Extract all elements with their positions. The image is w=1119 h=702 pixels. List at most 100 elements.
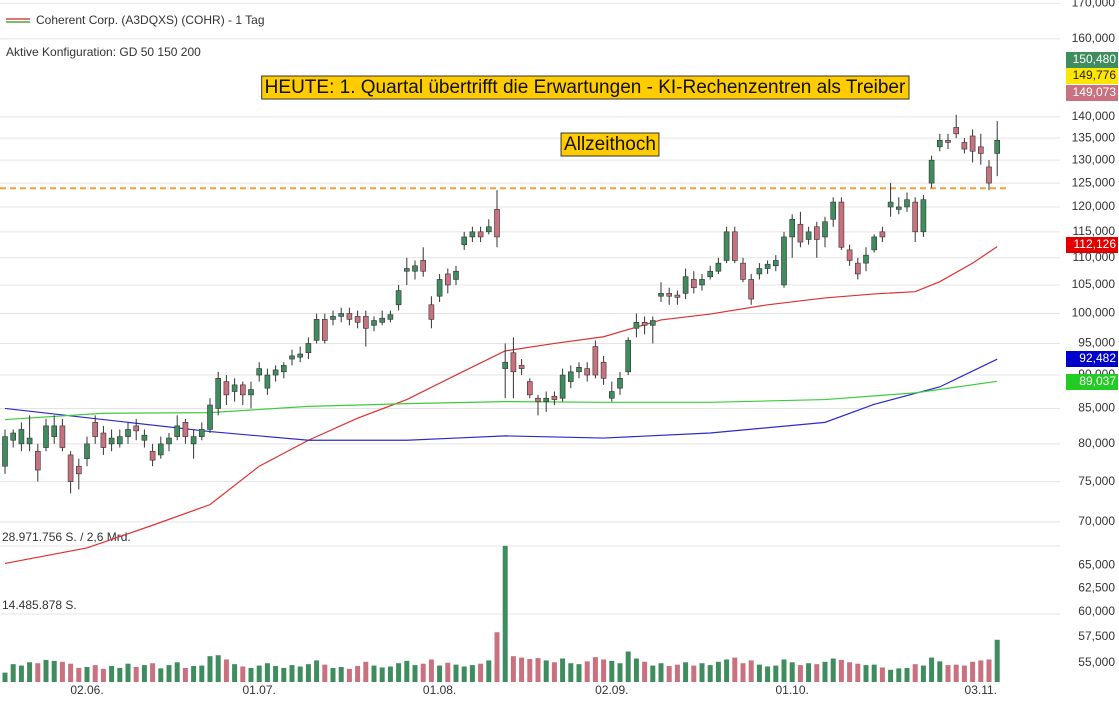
candle-body [584, 368, 591, 376]
volume-bar [740, 663, 746, 682]
candle-body [477, 231, 484, 238]
volume-bar [158, 668, 164, 682]
candle-body [207, 404, 213, 430]
volume-bar [888, 669, 894, 682]
candle-body [166, 437, 172, 445]
price-label: 149,776 [1073, 68, 1117, 82]
candle-body [625, 340, 632, 373]
volume-bar [51, 660, 57, 682]
candle-body [84, 443, 90, 459]
volume-bar [141, 665, 147, 682]
candle-body [535, 397, 541, 402]
candle-body [887, 201, 894, 208]
volume-bar [502, 545, 508, 682]
volume-bar [166, 665, 172, 682]
volume-bar [633, 658, 639, 682]
volume-bar [822, 661, 828, 682]
volume-bar [420, 663, 426, 682]
candle-body [748, 279, 755, 300]
volume-bar [912, 664, 918, 682]
candle-body [895, 206, 902, 210]
volume-bar [855, 663, 861, 682]
volume-bar [535, 658, 541, 682]
y-tick-label: 80,000 [1078, 436, 1115, 450]
candle-body [838, 201, 845, 248]
y-tick-label: 115,000 [1073, 224, 1116, 238]
candle-body [190, 436, 197, 445]
candle-body [945, 139, 951, 143]
volume-bar [978, 660, 984, 682]
candle-body [682, 276, 689, 294]
volume-bar [453, 664, 459, 682]
volume-bar [674, 664, 680, 682]
volume-bar [994, 639, 1000, 682]
candle-body [199, 429, 205, 437]
candle-body [633, 322, 640, 329]
volume-bar [838, 659, 844, 682]
candle-body [928, 159, 935, 184]
volume-bar [68, 663, 74, 682]
candle-body [395, 290, 402, 306]
volume-bar [207, 656, 213, 682]
volume-bar [182, 667, 188, 682]
candle-body [592, 346, 599, 376]
price-label-box [1066, 351, 1118, 367]
y-tick-label: 65,000 [1078, 557, 1115, 571]
y-tick-label: 100,000 [1072, 306, 1116, 320]
candle-body [551, 395, 558, 400]
volume-bar [797, 665, 803, 682]
volume-bar [133, 666, 139, 682]
volume-bar [92, 665, 98, 682]
candle-body [649, 320, 656, 326]
candle-body [502, 361, 509, 369]
y-tick-label: 55,000 [1078, 655, 1115, 669]
volume-bar [387, 666, 393, 682]
candle-body [26, 437, 33, 445]
volume-bar [346, 668, 352, 682]
candle-body [756, 268, 763, 275]
volume-bar [469, 665, 475, 682]
candle-body [321, 319, 328, 341]
candle-body [617, 378, 623, 389]
volume-bar [781, 659, 787, 682]
volume-bar [256, 665, 262, 682]
candle-body [461, 236, 468, 245]
candle-body [641, 322, 648, 326]
candle-body [51, 425, 58, 437]
candle-body [994, 139, 1001, 154]
candle-body [67, 454, 74, 482]
legend-config: Aktive Konfiguration: GD 50 150 200 [6, 45, 201, 59]
candle-body [174, 425, 180, 437]
volume-bar [510, 656, 516, 682]
candle-body [43, 425, 49, 448]
volume-bar [223, 659, 229, 682]
candle-body [108, 437, 115, 445]
y-tick-label: 120,000 [1072, 199, 1116, 213]
candle-body [231, 384, 238, 392]
candle-body [723, 231, 730, 261]
volume-bar [551, 662, 557, 682]
volume-bar [305, 664, 311, 682]
price-label: 89,037 [1079, 374, 1116, 388]
volume-bar [937, 661, 943, 682]
price-label-box [1066, 85, 1118, 101]
legend-title: Coherent Corp. (A3DQXS) (COHR) - 1 Tag [36, 13, 265, 27]
volume-bar [519, 657, 525, 682]
candle-body [567, 371, 574, 382]
volume-bar [814, 664, 820, 682]
candle-body [346, 313, 353, 320]
volume-bar [609, 660, 615, 682]
candle-body [297, 353, 304, 358]
price-label: 150,480 [1073, 52, 1117, 66]
candle-body [133, 425, 139, 432]
candle-body [428, 304, 435, 320]
volume-bar [658, 663, 664, 682]
y-tick-label: 95,000 [1078, 336, 1115, 350]
volume-bar [961, 665, 967, 682]
candle-body [904, 199, 910, 208]
volume-bar [601, 659, 607, 682]
candle-body [240, 384, 246, 396]
volume-bar [560, 658, 566, 682]
volume-bar [59, 661, 65, 682]
